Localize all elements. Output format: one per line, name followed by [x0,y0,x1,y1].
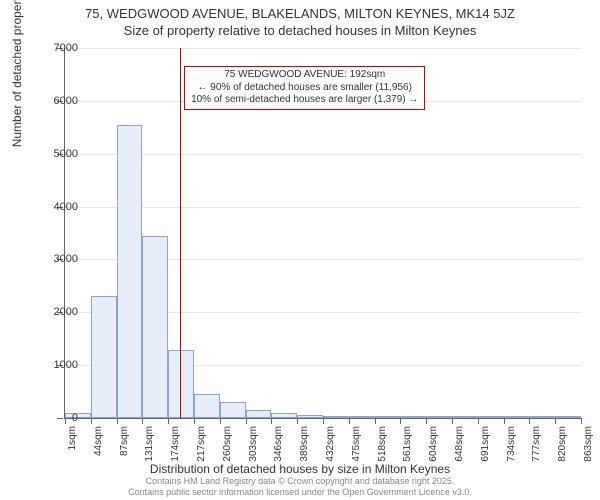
x-tick-label: 561sqm [402,426,413,476]
x-tick [478,418,479,424]
y-tick-label: 1000 [38,359,78,371]
x-tick-label: 174sqm [170,426,181,476]
histogram-bar [323,416,349,418]
x-tick-label: 217sqm [196,426,207,476]
x-tick-label: 346sqm [273,426,284,476]
x-tick [323,418,324,424]
y-axis-title: Number of detached properties [10,0,24,147]
histogram-bar [271,413,297,418]
annotation-line1: 75 WEDGWOOD AVENUE: 192sqm [191,69,418,82]
x-tick [142,418,143,424]
x-tick [271,418,272,424]
histogram-bar [349,416,375,418]
x-tick [400,418,401,424]
histogram-bar [91,296,117,418]
x-tick-label: 604sqm [428,426,439,476]
x-tick [194,418,195,424]
x-tick-label: 777sqm [531,426,542,476]
x-tick [168,418,169,424]
histogram-bar [297,415,323,418]
x-tick-label: 691sqm [480,426,491,476]
histogram-bar [246,410,272,418]
grid-line [65,154,581,155]
footer-line2: Contains public sector information licen… [0,487,600,498]
y-tick-label: 5000 [38,148,78,160]
y-tick-label: 3000 [38,253,78,265]
plot-area: 75 WEDGWOOD AVENUE: 192sqm ← 90% of deta… [64,48,581,419]
x-tick [529,418,530,424]
x-tick-label: 260sqm [222,426,233,476]
annotation-line3: 10% of semi-detached houses are larger (… [191,94,418,107]
x-tick-label: 820sqm [557,426,568,476]
y-tick-label: 2000 [38,306,78,318]
y-tick-label: 0 [38,412,78,424]
y-tick-label: 6000 [38,95,78,107]
x-tick-label: 389sqm [299,426,310,476]
histogram-bar [117,125,143,418]
x-tick-label: 475sqm [351,426,362,476]
x-tick [452,418,453,424]
x-tick-label: 87sqm [119,426,130,476]
x-tick-label: 432sqm [325,426,336,476]
x-tick-label: 648sqm [454,426,465,476]
histogram-bar [504,416,530,418]
annotation-line2: ← 90% of detached houses are smaller (11… [191,82,418,95]
histogram-bar [478,416,504,418]
y-tick-label: 7000 [38,42,78,54]
histogram-bar [142,236,168,418]
x-tick-label: 863sqm [583,426,594,476]
reference-line [180,48,181,418]
histogram-bar [168,350,194,418]
annotation-box: 75 WEDGWOOD AVENUE: 192sqm ← 90% of deta… [184,66,425,110]
chart-title-line2: Size of property relative to detached ho… [0,23,600,38]
histogram-bar [529,416,555,418]
x-tick [426,418,427,424]
histogram-bar [375,416,401,418]
x-tick [246,418,247,424]
chart-footer: Contains HM Land Registry data © Crown c… [0,476,600,498]
x-tick [504,418,505,424]
footer-line1: Contains HM Land Registry data © Crown c… [0,476,600,487]
x-tick [555,418,556,424]
histogram-bar [426,416,452,418]
x-tick [220,418,221,424]
x-tick-label: 131sqm [144,426,155,476]
x-tick-label: 734sqm [506,426,517,476]
grid-line [65,48,581,49]
x-tick [117,418,118,424]
histogram-bar [194,394,220,418]
x-tick [581,418,582,424]
x-tick-label: 518sqm [377,426,388,476]
x-tick [349,418,350,424]
x-tick-label: 303sqm [248,426,259,476]
histogram-bar [555,416,581,418]
x-tick-label: 44sqm [93,426,104,476]
x-tick [297,418,298,424]
grid-line [65,207,581,208]
histogram-bar [452,416,478,418]
chart-container: 75, WEDGWOOD AVENUE, BLAKELANDS, MILTON … [0,0,600,500]
x-tick [91,418,92,424]
chart-title-line1: 75, WEDGWOOD AVENUE, BLAKELANDS, MILTON … [0,0,600,23]
y-tick-label: 4000 [38,201,78,213]
x-tick [375,418,376,424]
x-tick-label: 1sqm [67,426,78,476]
histogram-bar [400,416,426,418]
histogram-bar [220,402,246,418]
